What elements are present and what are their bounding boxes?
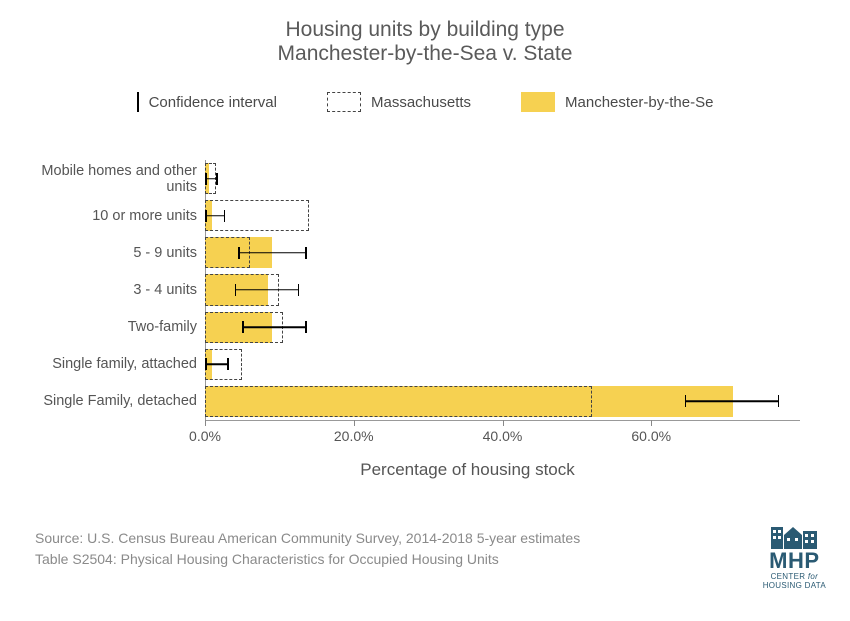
xtick-label: 40.0% — [483, 428, 523, 444]
mhp-logo: MHP CENTER for HOUSING DATA — [763, 527, 826, 591]
legend-item-ci: Confidence interval — [137, 92, 277, 112]
ci-cap — [235, 284, 237, 296]
bar-massachusetts — [205, 386, 592, 417]
ci-line — [235, 289, 298, 291]
ci-line — [242, 326, 305, 328]
category-label: 5 - 9 units — [35, 245, 197, 261]
ci-cap — [305, 247, 307, 259]
footer-line-1: Source: U.S. Census Bureau American Comm… — [35, 528, 580, 548]
ci-cap — [227, 358, 229, 370]
ci-cap — [685, 395, 687, 407]
ci-cap — [298, 284, 300, 296]
chart-title: Housing units by building type Mancheste… — [0, 0, 850, 66]
xtick-mark — [651, 420, 652, 426]
ci-line — [205, 178, 216, 180]
title-line-1: Housing units by building type — [0, 18, 850, 42]
ci-cap — [205, 173, 207, 185]
legend-item-massachusetts: Massachusetts — [327, 92, 471, 112]
fill-swatch-icon — [521, 92, 555, 112]
ci-cap — [205, 210, 207, 222]
chart-row: 5 - 9 units — [205, 234, 800, 271]
logo-text: MHP — [763, 550, 826, 572]
category-label: Two-family — [35, 319, 197, 335]
legend-item-manchester: Manchester-by-the-Se — [521, 92, 713, 112]
chart-row: Single family, attached — [205, 346, 800, 383]
xtick-label: 20.0% — [334, 428, 374, 444]
legend-fill-label: Manchester-by-the-Se — [565, 94, 713, 111]
title-line-2: Manchester-by-the-Sea v. State — [0, 42, 850, 66]
footer-source: Source: U.S. Census Bureau American Comm… — [35, 528, 580, 569]
legend-ci-label: Confidence interval — [149, 94, 277, 111]
ci-cap — [216, 173, 218, 185]
dashed-swatch-icon — [327, 92, 361, 112]
xtick-label: 0.0% — [189, 428, 221, 444]
chart-row: Mobile homes and other units — [205, 160, 800, 197]
ci-cap — [205, 358, 207, 370]
ci-swatch-icon — [137, 92, 139, 112]
chart-row: 3 - 4 units — [205, 271, 800, 308]
xtick-mark — [205, 420, 206, 426]
ci-line — [205, 215, 224, 217]
chart-area: 0.0% 20.0% 40.0% 60.0% Mobile homes and oth… — [35, 160, 815, 460]
category-label: Single Family, detached — [35, 393, 197, 409]
category-label: 10 or more units — [35, 208, 197, 224]
xtick-label: 60.0% — [631, 428, 671, 444]
ci-cap — [224, 210, 226, 222]
ci-cap — [305, 321, 307, 333]
chart-row: Single Family, detached — [205, 383, 800, 420]
ci-cap — [242, 321, 244, 333]
ci-cap — [238, 247, 240, 259]
logo-subtitle: CENTER for HOUSING DATA — [763, 573, 826, 591]
ci-line — [205, 364, 227, 366]
legend: Confidence interval Massachusetts Manche… — [0, 92, 850, 112]
xtick-mark — [503, 420, 504, 426]
category-label: Single family, attached — [35, 356, 197, 372]
x-axis-label: Percentage of housing stock — [170, 460, 765, 480]
ci-cap — [778, 395, 780, 407]
chart-row: Two-family — [205, 309, 800, 346]
xtick-mark — [354, 420, 355, 426]
category-label: Mobile homes and other units — [35, 163, 197, 195]
legend-dashed-label: Massachusetts — [371, 94, 471, 111]
plot-area: 0.0%20.0%40.0%60.0% Mobile homes and oth… — [205, 160, 800, 420]
chart-row: 10 or more units — [205, 197, 800, 234]
ci-line — [685, 401, 778, 403]
ci-line — [238, 252, 305, 254]
category-label: 3 - 4 units — [35, 282, 197, 298]
footer-line-2: Table S2504: Physical Housing Characteri… — [35, 549, 580, 569]
logo-buildings-icon — [763, 527, 826, 549]
